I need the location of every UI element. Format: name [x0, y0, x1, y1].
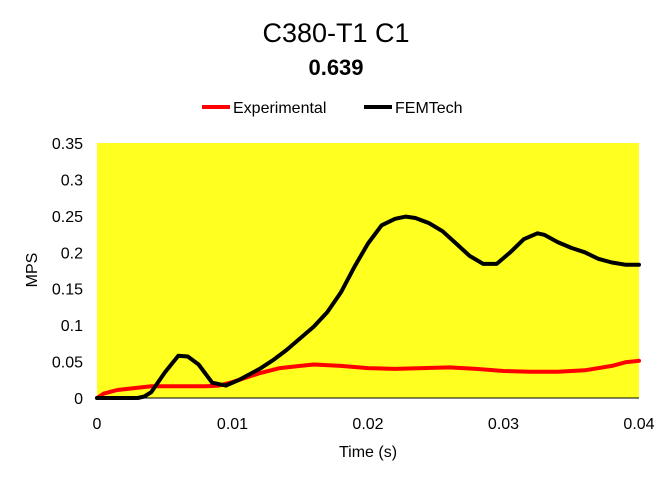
- y-tick-label: 0.15: [52, 282, 83, 299]
- x-tick-label: 0.02: [352, 416, 383, 433]
- y-tick-labels: 0 0.05 0.1 0.15 0.2 0.25 0.3 0.35: [52, 136, 83, 408]
- series-line-experimental: [95, 358, 641, 400]
- chart-subtitle: 0.639: [308, 55, 363, 80]
- x-tick-labels: 0 0.01 0.02 0.03 0.04: [93, 416, 655, 433]
- legend: Experimental FEMTech: [202, 100, 463, 117]
- y-tick-label: 0.05: [52, 355, 83, 372]
- x-tick-label: 0.03: [488, 416, 519, 433]
- y-tick-label: 0.2: [61, 245, 83, 262]
- y-tick-label: 0: [74, 391, 83, 408]
- y-tick-label: 0.3: [61, 172, 83, 189]
- plot-area: [97, 143, 639, 398]
- series-line-femtech: [95, 214, 641, 400]
- x-tick-label: 0.04: [623, 416, 654, 433]
- y-tick-label: 0.35: [52, 136, 83, 153]
- y-axis-label: MPS: [24, 253, 41, 288]
- x-tick-label: 0.01: [217, 416, 248, 433]
- legend-label-experimental: Experimental: [233, 100, 326, 117]
- y-tick-label: 0.1: [61, 318, 83, 335]
- series-layer: [95, 214, 641, 400]
- x-axis-label: Time (s): [339, 444, 397, 461]
- y-tick-label: 0.25: [52, 209, 83, 226]
- x-tick-label: 0: [93, 416, 102, 433]
- legend-label-femtech: FEMTech: [395, 100, 463, 117]
- chart-title: C380-T1 C1: [262, 18, 409, 48]
